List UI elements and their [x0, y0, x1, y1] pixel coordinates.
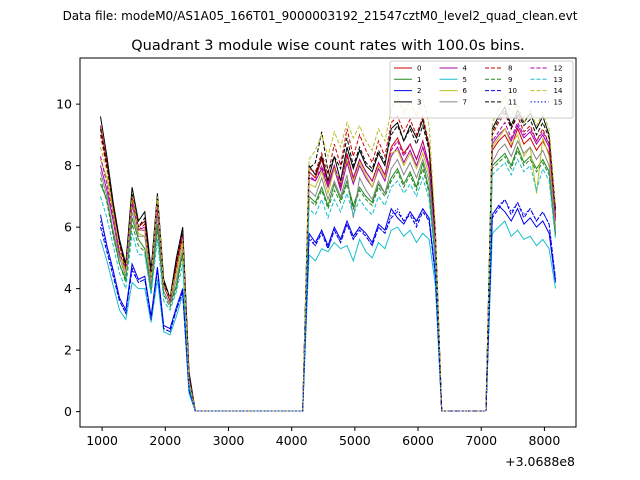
y-tick-label: 0	[64, 404, 72, 419]
y-tick-label: 8	[64, 158, 72, 173]
legend-label-0: 0	[417, 65, 421, 73]
legend-label-15: 15	[554, 98, 563, 106]
y-axis: 0 2 4 6 8 10	[56, 97, 80, 419]
legend-label-7: 7	[463, 98, 467, 106]
x-tick-label: 4000	[276, 433, 308, 448]
x-tick-label: 6000	[402, 433, 434, 448]
legend-label-9: 9	[508, 76, 512, 84]
x-tick-label: 8000	[529, 433, 561, 448]
legend-label-12: 12	[554, 65, 563, 73]
suptitle: Data file: modeM0/AS1A05_166T01_90000031…	[63, 9, 578, 23]
x-tick-label: 3000	[213, 433, 245, 448]
legend-label-5: 5	[463, 76, 467, 84]
series-line-14	[100, 93, 556, 412]
legend-label-3: 3	[417, 98, 421, 106]
chart-title: Quadrant 3 module wise count rates with …	[131, 38, 525, 54]
x-tick-label: 5000	[339, 433, 371, 448]
series-line-10	[100, 198, 556, 412]
x-tick-label: 7000	[465, 433, 497, 448]
x-axis: 1000 2000 3000 4000 5000 6000 7000 8000	[86, 427, 560, 448]
legend-label-13: 13	[554, 76, 563, 84]
series-line-13	[100, 158, 556, 412]
y-tick-label: 2	[64, 343, 72, 358]
y-tick-label: 10	[56, 97, 72, 112]
legend-label-6: 6	[463, 87, 468, 95]
legend-label-2: 2	[417, 87, 421, 95]
legend-label-4: 4	[463, 65, 468, 73]
plot-frame	[79, 57, 577, 428]
x-offset-label: +3.0688e8	[505, 454, 575, 469]
legend-box	[389, 60, 574, 119]
y-tick-label: 4	[64, 281, 72, 296]
x-tick-label: 1000	[86, 433, 118, 448]
legend-label-1: 1	[417, 76, 421, 84]
series-layer	[100, 93, 556, 412]
legend-label-8: 8	[508, 65, 512, 73]
series-line-15	[100, 198, 556, 412]
legend-label-11: 11	[508, 98, 517, 106]
legend-label-14: 14	[554, 87, 563, 95]
y-tick-label: 6	[64, 220, 72, 235]
x-tick-label: 2000	[149, 433, 181, 448]
legend-label-10: 10	[508, 87, 517, 95]
series-line-9	[100, 148, 556, 412]
